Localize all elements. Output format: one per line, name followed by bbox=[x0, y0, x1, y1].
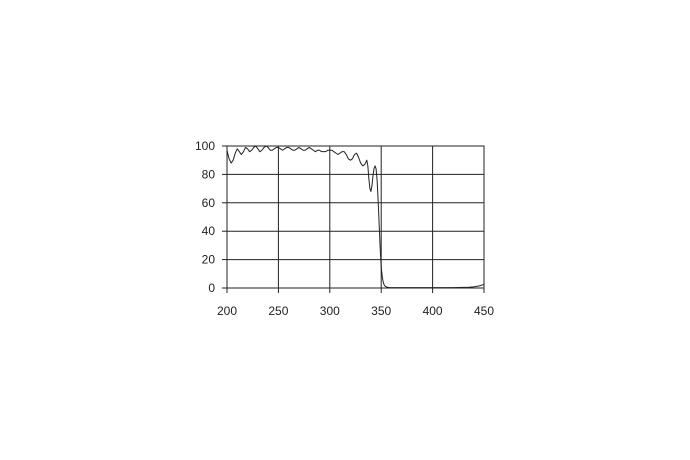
x-tick-label: 400 bbox=[423, 304, 443, 318]
plot-frame bbox=[226, 145, 485, 289]
y-tick-label: 100 bbox=[195, 139, 215, 153]
x-tick-label: 350 bbox=[371, 304, 391, 318]
y-tick-label: 80 bbox=[202, 167, 216, 181]
x-tick-label: 200 bbox=[217, 304, 237, 318]
y-tick-label: 20 bbox=[202, 253, 216, 267]
y-axis-ticks: 0 20 40 60 80 100 bbox=[195, 139, 227, 295]
y-tick-label: 60 bbox=[202, 196, 216, 210]
series-group bbox=[226, 145, 485, 289]
plot-border bbox=[226, 145, 485, 289]
x-tick-label: 300 bbox=[320, 304, 340, 318]
y-tick-label: 0 bbox=[208, 281, 215, 295]
x-axis-ticks: 200 250 300 350 400 450 bbox=[217, 288, 494, 318]
chart-grid bbox=[226, 145, 485, 289]
x-tick-label: 450 bbox=[474, 304, 494, 318]
transmission-series-line bbox=[226, 145, 485, 289]
x-tick-label: 250 bbox=[268, 304, 288, 318]
y-tick-label: 40 bbox=[202, 224, 216, 238]
